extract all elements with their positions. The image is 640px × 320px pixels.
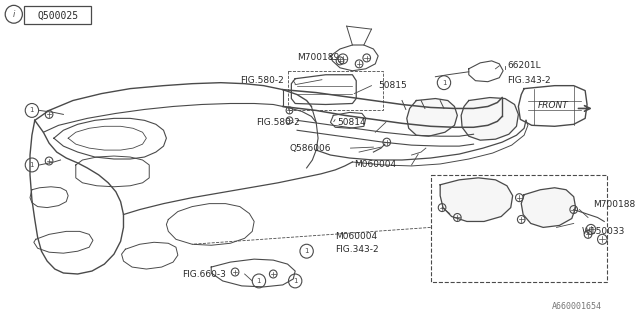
Text: 1: 1: [293, 278, 298, 284]
Text: FIG.580-2: FIG.580-2: [240, 76, 284, 85]
Polygon shape: [407, 99, 458, 136]
Text: FRONT: FRONT: [538, 101, 568, 110]
Polygon shape: [461, 98, 518, 140]
Bar: [287, 71, 383, 110]
Text: 1: 1: [29, 108, 34, 113]
Text: 1: 1: [257, 278, 261, 284]
Text: 1: 1: [305, 248, 309, 254]
Polygon shape: [521, 188, 575, 228]
Text: A660001654: A660001654: [552, 302, 602, 311]
Text: M060004: M060004: [355, 160, 396, 170]
Text: 1: 1: [29, 162, 34, 168]
Text: FIG.660-3: FIG.660-3: [182, 269, 227, 278]
Text: W150033: W150033: [581, 227, 625, 236]
Text: M700189: M700189: [297, 53, 339, 62]
Polygon shape: [440, 178, 513, 221]
Text: M700188: M700188: [593, 200, 635, 209]
Text: 50815: 50815: [378, 81, 407, 90]
Text: FIG.343-2: FIG.343-2: [507, 76, 550, 85]
Text: 66201L: 66201L: [507, 61, 541, 70]
Text: M060004: M060004: [335, 232, 378, 241]
Text: FIG.580-2: FIG.580-2: [256, 118, 300, 127]
Text: Q500025: Q500025: [37, 10, 78, 20]
Text: FIG.343-2: FIG.343-2: [335, 245, 379, 254]
Bar: [431, 175, 607, 282]
Bar: [24, 6, 91, 24]
Text: Q586006: Q586006: [289, 144, 331, 153]
Text: 1: 1: [442, 80, 446, 86]
Text: 50814: 50814: [337, 118, 366, 127]
Text: i: i: [13, 10, 15, 19]
